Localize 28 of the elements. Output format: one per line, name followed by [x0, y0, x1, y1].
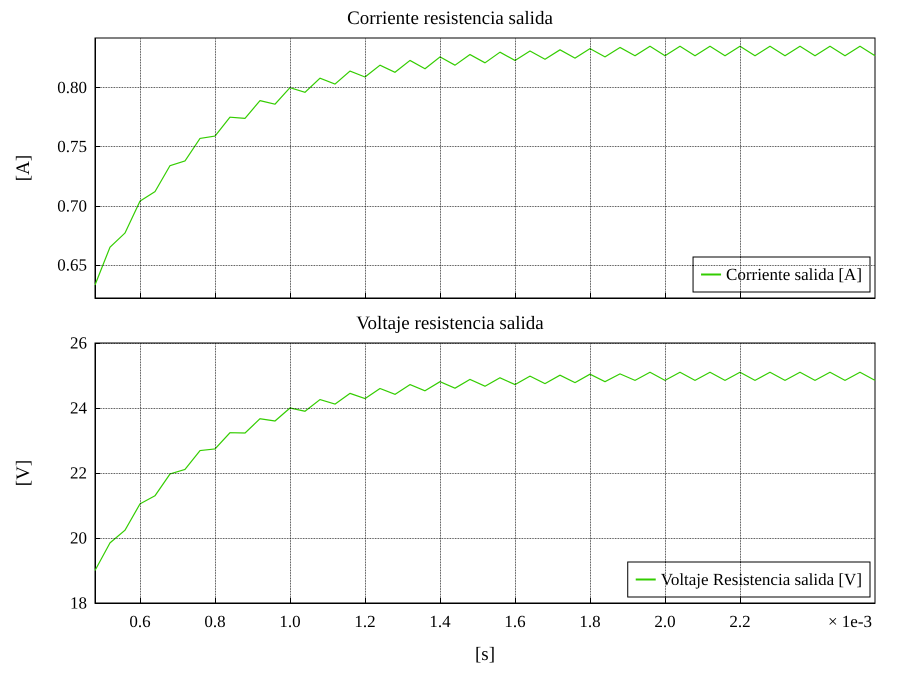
x-tick-label: 1.6 [504, 612, 526, 631]
chart-title: Corriente resistencia salida [347, 8, 554, 29]
x-tick-label: 2.0 [654, 612, 676, 631]
chart-title: Voltaje resistencia salida [356, 313, 544, 334]
legend-label: Voltaje Resistencia salida [V] [660, 570, 862, 589]
x-tick-label: 0.6 [129, 612, 151, 631]
x-tick-label: 1.2 [354, 612, 376, 631]
x-axis-title: [s] [474, 644, 496, 665]
y-tick-label: 0.80 [57, 78, 87, 98]
y-axis-title: [V] [13, 460, 34, 486]
x-tick-label: 0.8 [204, 612, 226, 631]
x-tick-label: 1.4 [429, 612, 452, 631]
line-series [94, 372, 876, 572]
y-tick-label: 26 [70, 334, 87, 352]
y-tick-label: 0.75 [57, 137, 87, 156]
y-tick-label: 0.65 [57, 255, 87, 274]
x-tick-label: 1.8 [579, 612, 601, 631]
y-tick-label: 22 [70, 464, 87, 482]
x-tick-label: 1.0 [279, 612, 301, 631]
y-tick-label: 24 [70, 398, 88, 418]
y-axis-title: [A] [13, 154, 34, 182]
legend-label: Corriente salida [A] [726, 265, 862, 284]
y-tick-label: 20 [70, 528, 87, 548]
line-series [94, 46, 876, 286]
x-tick-label: 2.2 [729, 612, 751, 631]
text: × 1e-3 [828, 612, 872, 631]
y-tick-label: 18 [70, 594, 87, 612]
y-tick-label: 0.70 [57, 196, 87, 216]
